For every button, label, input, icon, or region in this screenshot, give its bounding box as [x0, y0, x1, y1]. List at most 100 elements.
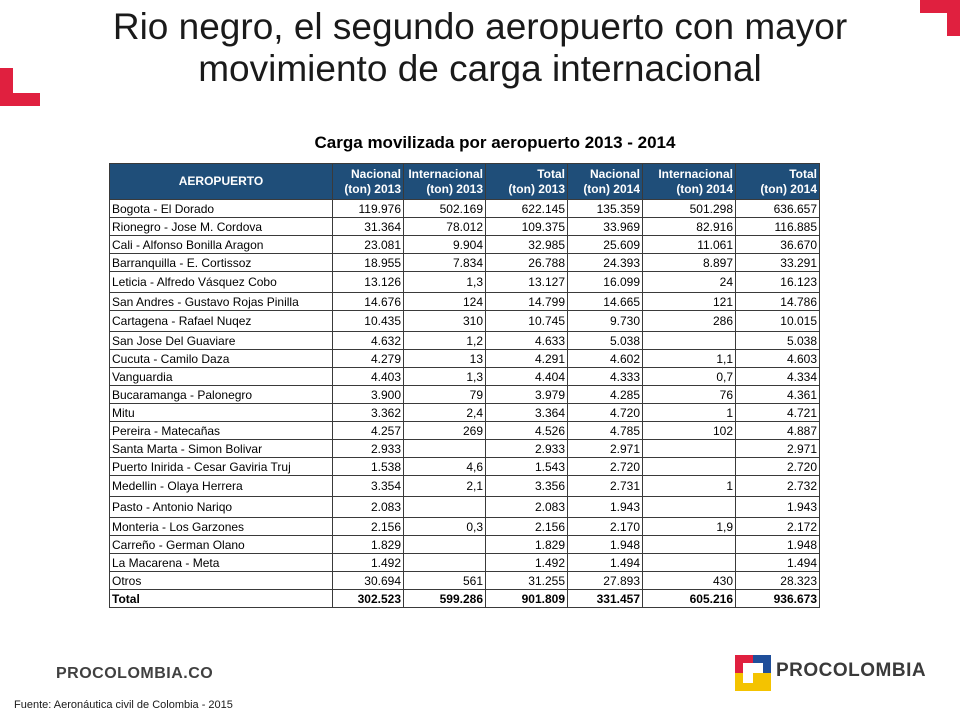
value-cell: 4.404 — [485, 367, 568, 386]
value-cell: 14.799 — [485, 292, 568, 311]
value-cell: 605.216 — [642, 589, 736, 608]
value-cell: 36.670 — [735, 235, 820, 254]
value-cell — [642, 439, 736, 458]
value-cell: 30.694 — [332, 571, 404, 590]
value-cell: 4.333 — [567, 367, 643, 386]
header-text: (ton) 2014 — [676, 181, 733, 196]
value-cell: 5.038 — [735, 331, 820, 350]
value-cell: 8.897 — [642, 253, 736, 272]
table-row: Vanguardia 4.403 1,3 4.404 4.333 0,7 4.334 — [109, 367, 820, 386]
value-cell: 2,1 — [403, 475, 486, 497]
value-cell: 2.971 — [567, 439, 643, 458]
value-cell: 3.900 — [332, 385, 404, 404]
value-cell: 4,6 — [403, 457, 486, 476]
title-line-1: Rio negro, el segundo aeropuerto con may… — [112, 6, 848, 47]
value-cell: 936.673 — [735, 589, 820, 608]
value-cell: 4.279 — [332, 349, 404, 368]
value-cell: 135.359 — [567, 199, 643, 218]
airport-name-cell: San Jose Del Guaviare — [109, 331, 333, 350]
value-cell: 1.494 — [735, 553, 820, 572]
value-cell: 901.809 — [485, 589, 568, 608]
value-cell: 31.255 — [485, 571, 568, 590]
table-row: San Jose Del Guaviare 4.632 1,2 4.633 5.038 5… — [109, 331, 820, 350]
cargo-table: AEROPUERTO Nacional (ton) 2013 Internaciona… — [109, 163, 820, 608]
header-text: Internacional — [408, 166, 483, 181]
value-cell: 4.603 — [735, 349, 820, 368]
value-cell: 622.145 — [485, 199, 568, 218]
airport-name-cell: Total — [109, 589, 333, 608]
header-text: AEROPUERTO — [178, 174, 264, 188]
table-row: Barranquilla - E. Cortissoz 18.955 7.834 26… — [109, 253, 820, 272]
airport-name-cell: Leticia - Alfredo Vásquez Cobo — [109, 271, 333, 293]
header-column-5: Internacional (ton) 2014 — [642, 163, 736, 200]
value-cell: 4.720 — [567, 403, 643, 422]
value-cell: 28.323 — [735, 571, 820, 590]
header-text: (ton) 2014 — [583, 181, 640, 196]
value-cell: 11.061 — [642, 235, 736, 254]
value-cell: 2.170 — [567, 517, 643, 536]
value-cell: 24.393 — [567, 253, 643, 272]
value-cell: 4.291 — [485, 349, 568, 368]
value-cell: 2.971 — [735, 439, 820, 458]
value-cell: 4.403 — [332, 367, 404, 386]
value-cell: 2.732 — [735, 475, 820, 497]
airport-name-cell: Cali - Alfonso Bonilla Aragon — [109, 235, 333, 254]
title-line-2: movimiento de carga internacional — [198, 48, 762, 89]
header-text: Total — [789, 166, 817, 181]
value-cell: 302.523 — [332, 589, 404, 608]
table-caption: Carga movilizada por aeropuerto 2013 - 2… — [314, 133, 676, 152]
table-row: Mitu 3.362 2,4 3.364 4.720 1 4.721 — [109, 403, 820, 422]
value-cell — [403, 439, 486, 458]
value-cell: 3.356 — [485, 475, 568, 497]
value-cell: 4.633 — [485, 331, 568, 350]
value-cell: 116.885 — [735, 217, 820, 236]
table-row: San Andres - Gustavo Rojas Pinilla 14.676… — [109, 292, 820, 311]
table-row: Puerto Inirida - Cesar Gaviria Truj 1.538… — [109, 457, 820, 476]
value-cell: 599.286 — [403, 589, 486, 608]
value-cell: 25.609 — [567, 235, 643, 254]
value-cell: 13.127 — [485, 271, 568, 293]
value-cell: 109.375 — [485, 217, 568, 236]
corner-accent-right — [920, 0, 960, 36]
header-column-4: Nacional (ton) 2014 — [567, 163, 643, 200]
value-cell: 78.012 — [403, 217, 486, 236]
value-cell: 10.015 — [735, 310, 820, 332]
value-cell: 4.361 — [735, 385, 820, 404]
value-cell: 430 — [642, 571, 736, 590]
value-cell: 26.788 — [485, 253, 568, 272]
value-cell: 3.354 — [332, 475, 404, 497]
value-cell: 4.602 — [567, 349, 643, 368]
value-cell: 502.169 — [403, 199, 486, 218]
value-cell: 310 — [403, 310, 486, 332]
header-text: (ton) 2013 — [344, 181, 401, 196]
value-cell: 561 — [403, 571, 486, 590]
header-text: Total — [537, 166, 565, 181]
value-cell: 1.948 — [735, 535, 820, 554]
airport-name-cell: Barranquilla - E. Cortissoz — [109, 253, 333, 272]
value-cell: 1.829 — [332, 535, 404, 554]
total-row: Total 302.523 599.286 901.809 331.457 605.216… — [109, 589, 820, 608]
value-cell: 1,1 — [642, 349, 736, 368]
value-cell: 501.298 — [642, 199, 736, 218]
airport-name-cell: Otros — [109, 571, 333, 590]
value-cell: 121 — [642, 292, 736, 311]
value-cell: 1.538 — [332, 457, 404, 476]
value-cell: 1,2 — [403, 331, 486, 350]
value-cell: 18.955 — [332, 253, 404, 272]
value-cell: 10.435 — [332, 310, 404, 332]
table-row: Cartagena - Rafael Nuqez 10.435 310 10.745 9… — [109, 310, 820, 332]
airport-name-cell: Bucaramanga - Palonegro — [109, 385, 333, 404]
value-cell: 102 — [642, 421, 736, 440]
airport-name-cell: Santa Marta - Simon Bolivar — [109, 439, 333, 458]
value-cell: 3.362 — [332, 403, 404, 422]
value-cell: 1.943 — [567, 496, 643, 518]
value-cell: 269 — [403, 421, 486, 440]
table-row: Carreño - German Olano 1.829 1.829 1.948 1.9… — [109, 535, 820, 554]
airport-name-cell: Medellin - Olaya Herrera — [109, 475, 333, 497]
value-cell: 16.099 — [567, 271, 643, 293]
value-cell: 4.285 — [567, 385, 643, 404]
value-cell: 1.494 — [567, 553, 643, 572]
table-row: Pereira - Matecañas 4.257 269 4.526 4.785 102… — [109, 421, 820, 440]
value-cell: 24 — [642, 271, 736, 293]
value-cell: 4.785 — [567, 421, 643, 440]
